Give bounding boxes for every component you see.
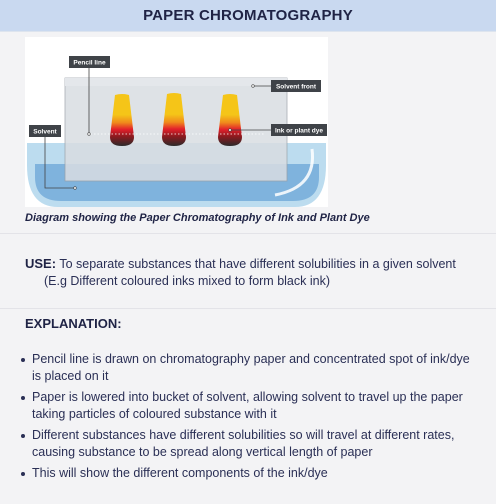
dye-spot-2 [162, 93, 186, 146]
use-label: USE: [25, 256, 57, 271]
use-text-line2: (E.g Different coloured inks mixed to fo… [44, 274, 330, 288]
diagram-caption: Diagram showing the Paper Chromatography… [25, 212, 370, 224]
solvent-front-label: Solvent front [276, 83, 317, 90]
pencil-line-label: Pencil line [73, 59, 106, 66]
bucket-highlight [274, 148, 315, 197]
chromatography-diagram-svg: Pencil line Solvent front Ink or plant d… [27, 56, 327, 207]
dye-spot-1 [110, 94, 134, 146]
explanation-label: EXPLANATION: [25, 316, 122, 331]
use-text-line1: To separate substances that have differe… [59, 257, 456, 271]
divider [0, 233, 496, 234]
list-item: Paper is lowered into bucket of solvent,… [20, 389, 480, 423]
dye-spot-3 [218, 94, 242, 146]
chromatography-diagram: Pencil line Solvent front Ink or plant d… [25, 37, 328, 207]
use-section: USE: To separate substances that have di… [25, 255, 475, 290]
ink-or-plant-dye-label: Ink or plant dye [275, 127, 323, 134]
page-title-text: PAPER CHROMATOGRAPHY [143, 7, 353, 24]
list-item: Pencil line is drawn on chromatography p… [20, 351, 480, 385]
explanation-list: Pencil line is drawn on chromatography p… [20, 351, 480, 486]
page-title: PAPER CHROMATOGRAPHY [0, 0, 496, 32]
solvent-label: Solvent [33, 128, 57, 135]
list-item: Different substances have different solu… [20, 427, 480, 461]
divider [0, 308, 496, 309]
list-item: This will show the different components … [20, 465, 480, 482]
paper-top [65, 78, 287, 86]
solvent-leader [44, 137, 75, 189]
